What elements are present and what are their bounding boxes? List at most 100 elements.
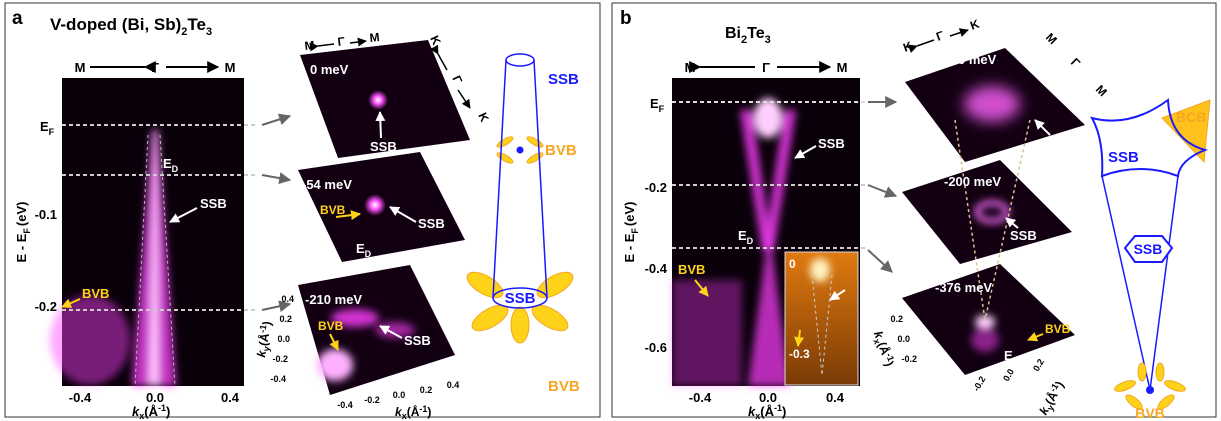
- k-direction: M: [75, 60, 86, 75]
- k-direction: M: [225, 60, 236, 75]
- label-part: E - E: [622, 233, 637, 262]
- arrow: [309, 42, 335, 52]
- energy-label: 0 meV: [310, 62, 349, 77]
- energy-label: -376 meV: [935, 280, 992, 295]
- y-tick-label: 0.0: [277, 334, 290, 344]
- ssb-label: SSB: [505, 290, 536, 307]
- arrow: [794, 145, 817, 159]
- label-part: k: [748, 404, 756, 419]
- x-tick-label: 0.0: [146, 390, 164, 405]
- ssb-label: SSB: [1040, 135, 1067, 150]
- guide-line: [821, 274, 833, 376]
- arrow: [379, 325, 403, 339]
- bvb-label: BVB: [82, 286, 109, 301]
- ssb-label: SSB: [1108, 149, 1139, 166]
- label-sub: y: [1045, 403, 1056, 412]
- constant-energy-map: [902, 160, 1072, 264]
- title-sub: 3: [765, 34, 771, 46]
- label-part: k: [395, 405, 403, 419]
- arrow: [375, 111, 386, 139]
- x-tick-label: 0.0: [393, 390, 406, 400]
- x-tick-label: -0.2: [364, 395, 380, 405]
- intensity-pattern: [964, 86, 1020, 122]
- arrow: [867, 249, 893, 273]
- label-sub: F: [49, 127, 55, 137]
- bvb-label: BVB: [320, 203, 346, 217]
- arrow: [430, 44, 448, 71]
- title-sub: 3: [206, 26, 212, 38]
- label-sub: D: [747, 236, 754, 246]
- ssb-label: SSB: [418, 216, 445, 231]
- k-direction: Γ: [337, 34, 346, 49]
- energy-label: -200 meV: [944, 174, 1001, 189]
- intensity-pattern: [971, 315, 999, 352]
- x-tick-label: 0.0: [1001, 367, 1016, 383]
- label-sup: -1: [257, 324, 268, 334]
- arrow: [169, 207, 198, 223]
- k-direction: Γ: [449, 73, 465, 86]
- x-tick-label: -0.4: [689, 390, 712, 405]
- label-part: k: [254, 348, 269, 358]
- label-sub: D: [1013, 356, 1020, 366]
- dirac-cone-schematic: [1090, 98, 1211, 410]
- arrow: [1034, 119, 1051, 136]
- intensity-pattern: [317, 309, 415, 381]
- x-tick-label: 0.4: [447, 380, 460, 390]
- arrow: [61, 298, 81, 308]
- bcb-label: BCB: [1176, 109, 1206, 125]
- ssb-label: SSB: [1134, 241, 1163, 257]
- label-part: k: [132, 404, 140, 419]
- y-tick-label: -0.2: [901, 354, 917, 364]
- title-sub: 2: [181, 26, 187, 38]
- label-part: (Å: [144, 404, 158, 419]
- y-axis-label: kx(Å-1): [869, 329, 897, 369]
- arrow: [261, 300, 292, 313]
- title-part: Te: [187, 15, 206, 34]
- k-direction: M: [1043, 30, 1060, 47]
- fermi-label: EF: [650, 96, 665, 114]
- y-tick-label: -0.4: [270, 374, 286, 384]
- bvb-label: BVB: [1135, 405, 1165, 421]
- energy-label: 0 meV: [958, 52, 997, 67]
- dirac-label: ED: [163, 156, 179, 174]
- title-part: Te: [747, 25, 765, 42]
- label-part: E: [40, 119, 49, 134]
- label-sub: x: [139, 411, 144, 421]
- guide-line: [954, 119, 986, 321]
- label-part: E: [163, 156, 172, 171]
- arrow: [1005, 217, 1019, 229]
- label-part: (Å: [255, 332, 272, 347]
- label-part: ): [260, 320, 274, 326]
- y-axis-label: E - EF(eV): [14, 202, 32, 263]
- ssb-label: SSB: [200, 196, 227, 211]
- panel-frame: [4, 2, 601, 418]
- bvb-label: BVB: [1045, 322, 1071, 336]
- energy-label: -54 meV: [302, 177, 352, 192]
- k-direction: K: [901, 39, 914, 55]
- intensity-spot: [368, 90, 388, 110]
- inset-dispersion: [810, 258, 830, 282]
- label-part: ): [1053, 379, 1067, 389]
- y-tick-label: -0.4: [645, 261, 668, 276]
- label-sub: x: [402, 411, 407, 421]
- dirac-cone-schematic: [466, 53, 574, 344]
- arrow: [349, 37, 367, 47]
- arrow: [694, 279, 709, 297]
- arrow: [261, 172, 292, 185]
- label-sub: y: [261, 346, 272, 353]
- y-tick-label: -0.2: [645, 180, 667, 195]
- k-direction: K: [475, 110, 491, 124]
- title-sub: 2: [741, 34, 747, 46]
- arrow: [389, 206, 417, 223]
- label-sup: -1: [158, 403, 166, 413]
- dirac-label: ED: [738, 228, 754, 246]
- arrow: [329, 333, 339, 351]
- arrow: [829, 289, 846, 301]
- label-part: ): [782, 404, 786, 419]
- panel-title: V-doped (Bi, Sb)2Te3: [50, 15, 212, 38]
- label-sub: D: [172, 164, 179, 174]
- x-axis-label: ky(Å-1): [1036, 378, 1069, 418]
- y-tick-label: -0.1: [35, 207, 57, 222]
- panel-label: b: [620, 8, 632, 29]
